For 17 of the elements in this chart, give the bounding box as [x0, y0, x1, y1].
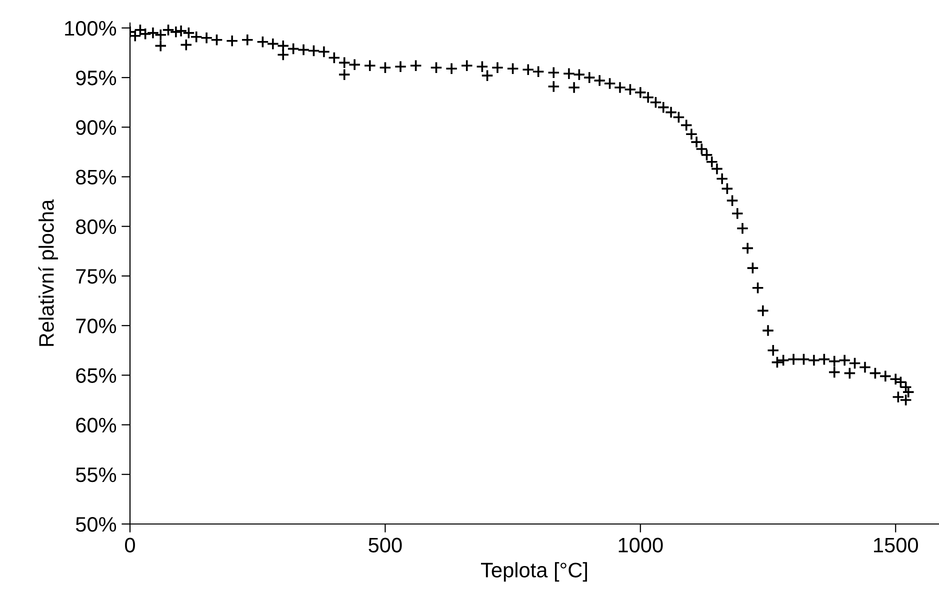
- x-tick-label: 0: [125, 538, 135, 552]
- y-tick-label: 85%: [76, 170, 116, 185]
- x-tick-label: 1000: [618, 538, 663, 552]
- x-axis-title: Teplota [°C]: [481, 562, 587, 582]
- y-tick-label: 65%: [76, 368, 116, 383]
- y-tick-label: 95%: [76, 70, 116, 86]
- y-tick-label: 60%: [76, 418, 116, 433]
- y-tick-label: 50%: [76, 517, 116, 532]
- y-tick-label: 75%: [76, 269, 116, 284]
- y-tick-label: 80%: [76, 219, 116, 234]
- y-tick-label: 70%: [76, 318, 116, 334]
- x-tick-label: 1500: [874, 538, 918, 552]
- y-tick-label: 55%: [76, 467, 116, 482]
- y-tick-label: 100%: [65, 20, 116, 36]
- x-tick-label: 500: [368, 538, 402, 552]
- y-tick-label: 90%: [76, 120, 116, 135]
- y-axis-title: Relativní plocha: [38, 199, 58, 346]
